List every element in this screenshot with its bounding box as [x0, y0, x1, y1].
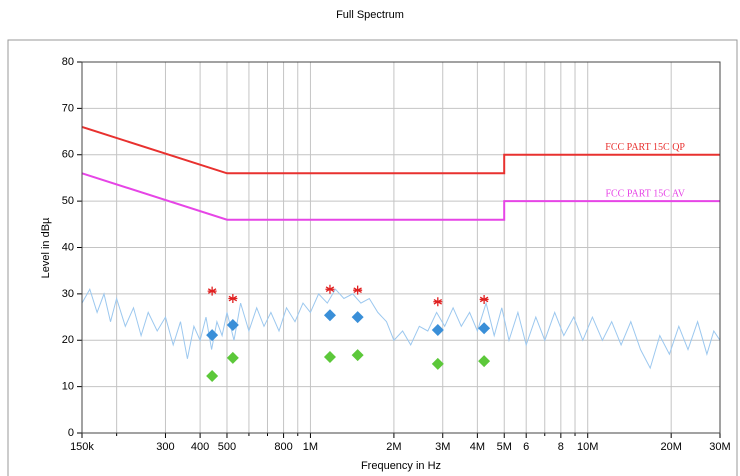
x-tick-label: 300 — [156, 441, 174, 453]
y-tick-label: 50 — [62, 195, 74, 207]
peak-marker — [479, 294, 489, 304]
peak-marker — [207, 286, 217, 296]
peak-marker — [353, 285, 363, 295]
x-axis-label: Frequency in Hz — [361, 460, 441, 472]
y-tick-label: 10 — [62, 381, 74, 393]
diamond-marker — [478, 355, 491, 368]
x-tick-label: 2M — [386, 441, 401, 453]
y-tick-label: 0 — [68, 427, 74, 439]
x-tick-label: 4M — [470, 441, 485, 453]
x-tick-label: 3M — [435, 441, 450, 453]
x-tick-label: 500 — [218, 441, 236, 453]
diamond-marker — [323, 350, 336, 363]
chart-title: Full Spectrum — [336, 9, 404, 21]
x-tick-label: 10M — [577, 441, 598, 453]
series-line — [81, 287, 721, 370]
diamond-marker — [206, 329, 219, 342]
y-tick-label: 70 — [62, 102, 74, 114]
diamond-marker — [351, 349, 364, 362]
diamond-marker — [431, 357, 444, 370]
y-axis-label: Level in dBµ — [40, 217, 52, 278]
x-tick-label: 5M — [497, 441, 512, 453]
series-line — [81, 125, 720, 175]
diamond-marker — [323, 309, 336, 322]
diamond-marker — [226, 351, 239, 364]
peak-marker — [325, 284, 335, 294]
limit-label: FCC PART 15C QP — [605, 142, 685, 153]
plot-border — [81, 61, 721, 434]
peak-marker — [228, 294, 238, 304]
frame — [7, 39, 738, 476]
y-tick-label: 20 — [62, 334, 74, 346]
limit-label: FCC PART 15C AV — [605, 188, 685, 199]
diamond-marker — [226, 318, 239, 331]
y-tick-label: 60 — [62, 149, 74, 161]
x-tick-label: 30M — [709, 441, 730, 453]
y-tick-label: 30 — [62, 288, 74, 300]
y-tick-label: 40 — [62, 241, 74, 253]
peak-marker — [433, 297, 443, 307]
diamond-marker — [431, 324, 444, 337]
x-tick-label: 6 — [523, 441, 529, 453]
diamond-marker — [478, 322, 491, 335]
x-tick-label: 20M — [660, 441, 681, 453]
diamond-marker — [351, 311, 364, 324]
series-line — [81, 172, 720, 221]
x-tick-label: 150k — [70, 441, 94, 453]
x-tick-label: 800 — [274, 441, 292, 453]
y-tick-label: 80 — [62, 56, 74, 68]
diamond-marker — [206, 369, 219, 382]
x-tick-label: 8 — [558, 441, 564, 453]
x-tick-label: 1M — [303, 441, 318, 453]
x-tick-label: 400 — [191, 441, 209, 453]
